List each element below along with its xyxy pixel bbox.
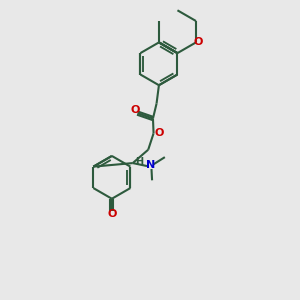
Text: O: O bbox=[107, 209, 117, 219]
Text: H: H bbox=[135, 157, 143, 167]
Text: O: O bbox=[154, 128, 164, 138]
Text: O: O bbox=[130, 106, 140, 116]
Text: O: O bbox=[194, 38, 203, 47]
Text: N: N bbox=[146, 160, 155, 170]
